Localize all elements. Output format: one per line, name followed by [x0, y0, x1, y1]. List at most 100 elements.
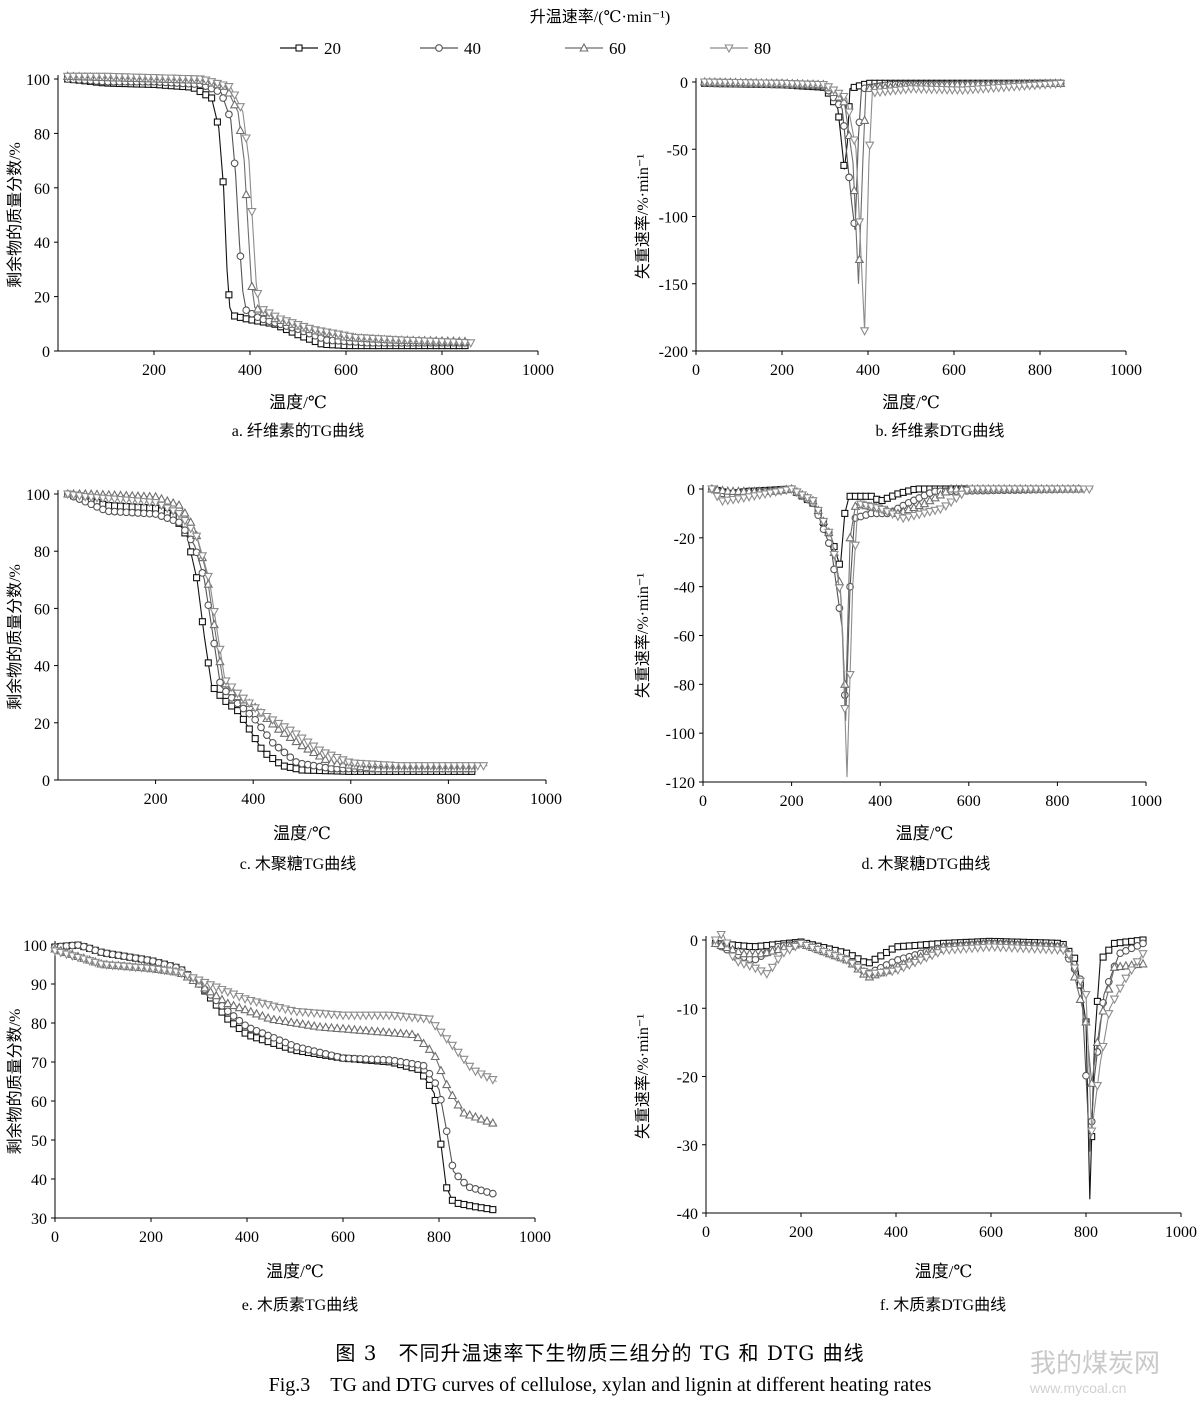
y-tick-label: -20 — [677, 1070, 698, 1087]
legend-item-60: 60 — [565, 39, 626, 58]
series-line — [67, 75, 471, 344]
data-point — [437, 1140, 445, 1148]
data-point — [840, 705, 850, 714]
series-40 — [711, 939, 1147, 1152]
x-tick-label: 600 — [957, 793, 981, 810]
data-point — [437, 1095, 445, 1104]
series-80 — [707, 485, 1094, 778]
data-point — [865, 959, 873, 967]
y-tick-label: 80 — [34, 126, 50, 143]
data-point — [219, 178, 227, 186]
y-axis-label: 失重速率/%·min⁻¹ — [634, 573, 652, 698]
data-point — [257, 744, 265, 752]
y-tick-label: 80 — [31, 1016, 47, 1033]
data-point — [251, 735, 259, 743]
data-point — [298, 766, 306, 774]
data-point — [1105, 946, 1113, 954]
data-point — [757, 942, 765, 950]
x-tick-label: 400 — [868, 793, 892, 810]
data-point — [840, 161, 848, 169]
data-point — [1110, 939, 1119, 947]
x-tick-label: 600 — [331, 1229, 355, 1246]
x-tick-label: 0 — [692, 362, 700, 379]
data-point — [257, 723, 265, 732]
data-point — [911, 941, 919, 950]
legend-item-20: 20 — [280, 39, 341, 58]
data-point — [877, 952, 885, 960]
series-80 — [63, 72, 476, 348]
data-point — [443, 1184, 451, 1192]
data-point — [280, 762, 288, 770]
data-point — [865, 141, 875, 150]
chart-caption: e. 木质素TG曲线 — [242, 1296, 358, 1314]
series-40 — [51, 941, 497, 1198]
data-point — [1093, 1048, 1102, 1056]
series-line — [54, 944, 497, 1196]
data-point — [1099, 953, 1107, 961]
data-point — [1121, 974, 1131, 983]
y-axis-label: 剩余物的质量分数/% — [5, 1009, 24, 1155]
y-tick-label: 60 — [34, 601, 50, 618]
data-point — [845, 173, 853, 182]
data-point — [263, 731, 271, 739]
data-point — [871, 955, 879, 963]
data-point — [454, 1199, 462, 1207]
data-point — [488, 1189, 497, 1198]
watermark-url: www.mycoal.cn — [1030, 1380, 1127, 1396]
data-point — [483, 1205, 491, 1213]
data-point — [917, 941, 925, 949]
series-line — [704, 82, 1062, 230]
data-point — [231, 312, 239, 320]
y-tick-label: 70 — [31, 1055, 47, 1072]
data-point — [900, 942, 908, 950]
x-tick-label: 600 — [979, 1224, 1003, 1241]
data-point — [460, 1178, 468, 1187]
y-tick-label: -50 — [667, 142, 688, 159]
data-point — [258, 1036, 266, 1044]
data-point — [762, 970, 772, 979]
data-point — [448, 1196, 456, 1204]
series-40 — [700, 79, 1065, 230]
data-point — [442, 1127, 451, 1136]
series-60 — [700, 77, 1065, 284]
data-point — [425, 1069, 434, 1078]
series-60 — [63, 489, 477, 773]
series-20 — [64, 75, 469, 350]
series-80 — [700, 78, 1065, 336]
x-tick-label: 400 — [884, 1224, 908, 1241]
chart-c: 0 20 40 60 80 100 200 400 600 800 1000 温度/℃ 剩余物的质量分数… — [5, 487, 562, 873]
chart-caption: f. 木质素DTG曲线 — [880, 1296, 1006, 1314]
data-point — [175, 518, 183, 527]
x-tick-label: 400 — [856, 362, 880, 379]
y-axis-label: 剩余物的质量分数/% — [5, 142, 24, 288]
x-tick-label: 200 — [142, 362, 166, 379]
data-point — [922, 941, 930, 949]
y-tick-label: 100 — [23, 938, 47, 955]
legend-item-40: 40 — [420, 39, 481, 58]
data-point — [213, 118, 221, 126]
x-tick-label: 1000 — [1130, 793, 1162, 810]
data-point — [208, 94, 216, 102]
series-line — [715, 932, 1144, 1132]
x-tick-label: 800 — [1028, 362, 1052, 379]
x-axis-label: 温度/℃ — [882, 393, 940, 412]
data-point — [264, 1038, 272, 1046]
data-point — [241, 134, 251, 143]
data-point — [236, 313, 244, 321]
data-point — [419, 1061, 428, 1070]
x-tick-label: 800 — [1045, 793, 1069, 810]
data-point — [453, 1100, 463, 1109]
data-point — [203, 572, 213, 581]
data-point — [222, 697, 230, 705]
data-point — [442, 1080, 452, 1089]
y-tick-label: -40 — [677, 1206, 698, 1223]
data-point — [204, 659, 212, 667]
series-80 — [711, 930, 1148, 1136]
data-point — [460, 1200, 468, 1209]
data-point — [269, 754, 277, 763]
series-line — [711, 488, 1093, 778]
data-point — [236, 252, 245, 261]
chart-a: 0 20 40 60 80 100 200 400 600 800 1000 温度/℃ 剩余物的质量分数… — [5, 71, 554, 440]
